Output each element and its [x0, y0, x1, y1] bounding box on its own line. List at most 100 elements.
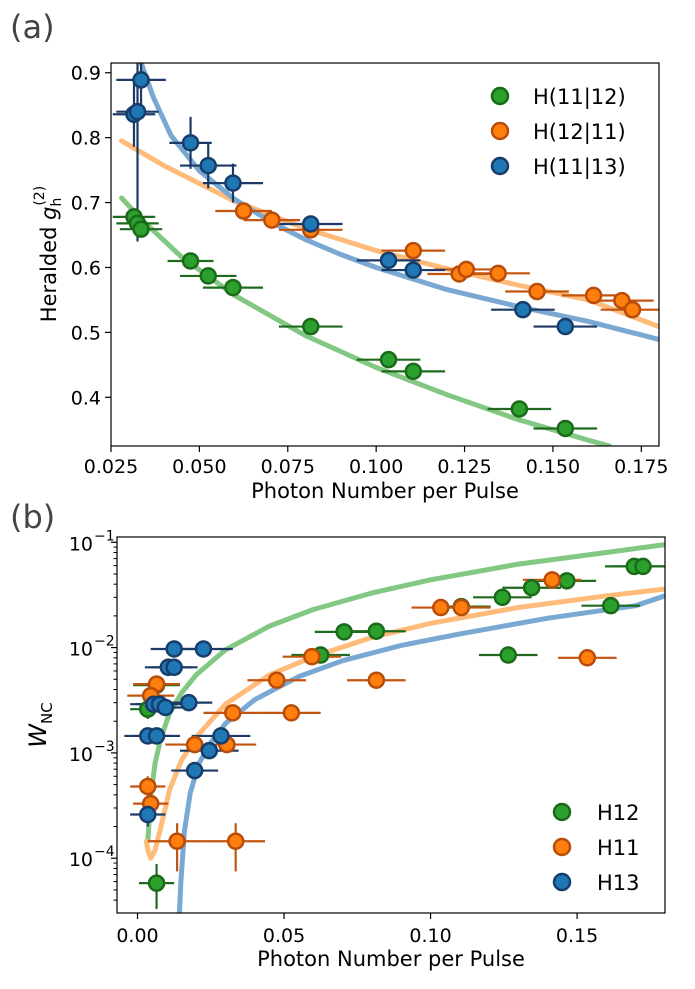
y-tick-label: 10: [69, 639, 93, 661]
legend-marker: [552, 872, 572, 892]
y-tick-label: 10: [69, 849, 93, 871]
x-tick-label: 0.10: [409, 925, 451, 947]
y-tick-label: 10: [69, 744, 93, 766]
x-tick-label: 0.15: [556, 925, 598, 947]
data-point-h11: [432, 598, 450, 617]
legend-label: H11: [597, 836, 640, 860]
data-point-h13: [165, 640, 183, 658]
y-tick-label: 0.9: [71, 63, 101, 85]
data-point-h-11-12: [556, 419, 575, 438]
data-point-h-11-12: [181, 252, 200, 270]
data-point-h12: [493, 588, 512, 607]
x-tick-label: 0.00: [116, 925, 158, 947]
x-tick-label: 0.075: [261, 456, 315, 478]
fit-curve-h11: [143, 586, 665, 861]
y-tick-exponent: −4: [94, 844, 115, 860]
panel-b-error-bars: [124, 563, 665, 909]
data-point-h13: [212, 727, 230, 745]
data-point-h12: [522, 578, 541, 597]
panel-b-y-axis: 10−410−310−210−1: [69, 528, 117, 901]
panel-b-legend: H12 H11 H13: [552, 801, 640, 895]
data-point-h12: [335, 623, 353, 641]
data-point-h-11-12: [379, 350, 398, 369]
data-point-h-11-12: [199, 267, 217, 285]
data-point-h-11-12: [510, 400, 529, 418]
x-tick-label: 0.050: [172, 456, 226, 478]
data-point-h11: [543, 571, 561, 589]
panel-a-y-axis-label: Heralded gh(2): [32, 186, 65, 322]
data-point-h11: [224, 704, 242, 722]
data-point-h-12-11: [623, 300, 642, 319]
panel-a-label: (a): [10, 8, 55, 46]
data-point-h12: [147, 874, 166, 892]
fit-curve-h13: [176, 593, 665, 913]
data-point-h12: [558, 572, 576, 590]
y-tick-label: 0.5: [71, 322, 101, 344]
panel-a-data-points: [125, 71, 642, 438]
panel-a: (a) 0.025 0.050 0.075 0.100 0.125 0.150 0.175 …: [10, 8, 669, 503]
x-tick-label: 0.025: [84, 456, 138, 478]
data-point-h-11-13: [224, 174, 242, 192]
data-point-h11: [578, 649, 597, 667]
y-tick-label: 0.4: [71, 387, 101, 409]
data-point-h11: [168, 832, 186, 850]
x-tick-label: 0.175: [614, 456, 668, 478]
data-point-h-11-13: [132, 71, 150, 89]
y-tick-exponent: −2: [94, 634, 115, 650]
panel-b-data-points: [139, 557, 652, 892]
data-point-h-11-12: [404, 362, 423, 381]
data-point-h-11-12: [302, 317, 320, 336]
legend-marker: [490, 121, 510, 141]
y-tick-label: 0.8: [71, 128, 101, 150]
legend-label: H12: [597, 801, 640, 825]
legend-item-h-11-13: H(11|13): [490, 155, 626, 180]
legend-label: H(12|11): [533, 120, 626, 145]
data-point-h12: [634, 557, 652, 576]
panel-b-label: (b): [10, 498, 55, 536]
data-point-h12: [499, 646, 517, 664]
data-point-h-11-13: [181, 134, 200, 152]
fit-curve-h12: [145, 542, 665, 844]
data-point-h-11-13: [514, 300, 532, 319]
data-point-h-12-11: [457, 260, 476, 279]
data-point-h-11-13: [128, 102, 147, 121]
y-tick-label: 0.6: [71, 257, 101, 279]
x-tick-label: 0.100: [349, 456, 403, 478]
legend-item-h-11-12: H(11|12): [490, 85, 626, 110]
data-point-h11: [185, 735, 204, 754]
data-point-h13: [194, 640, 213, 658]
panel-a-frame: [110, 62, 660, 447]
data-point-h-11-12: [224, 278, 242, 297]
legend-marker: [552, 837, 572, 857]
panel-b-x-axis-label: Photon Number per Pulse: [257, 947, 525, 971]
data-point-h11: [303, 647, 321, 666]
data-point-h13: [147, 727, 166, 745]
y-tick-label: 10: [69, 533, 93, 555]
data-point-h13: [200, 741, 219, 760]
data-point-h-12-11: [528, 282, 546, 301]
panel-b: (b) 0.00 0.05 0.10 0.15 10−410−310−210−1 Ph…: [10, 498, 666, 971]
panel-b-x-axis: 0.00 0.05 0.10 0.15: [116, 913, 598, 947]
data-point-h-12-11: [263, 211, 281, 229]
panel-a-legend: H(11|12) H(12|11) H(11|13): [490, 85, 626, 180]
legend-item-h13: H13: [552, 871, 640, 895]
data-point-h-12-11: [234, 202, 253, 220]
legend-marker: [490, 86, 510, 106]
data-point-h11: [267, 671, 286, 689]
data-point-h-12-11: [404, 241, 423, 260]
x-tick-label: 0.125: [437, 456, 491, 478]
fit-curve-h-11-12: [119, 195, 612, 446]
data-point-h11: [226, 832, 245, 850]
data-point-h11: [139, 777, 157, 796]
data-point-h13: [139, 805, 157, 824]
data-point-h-12-11: [584, 286, 603, 305]
data-point-h13: [165, 658, 183, 677]
data-point-h13: [156, 698, 175, 717]
data-point-h-11-12: [132, 220, 150, 238]
data-point-h13: [185, 761, 204, 780]
legend-label: H(11|13): [533, 155, 626, 180]
data-point-h11: [282, 704, 301, 722]
data-point-h11: [452, 598, 471, 617]
data-point-h-11-13: [302, 215, 320, 233]
